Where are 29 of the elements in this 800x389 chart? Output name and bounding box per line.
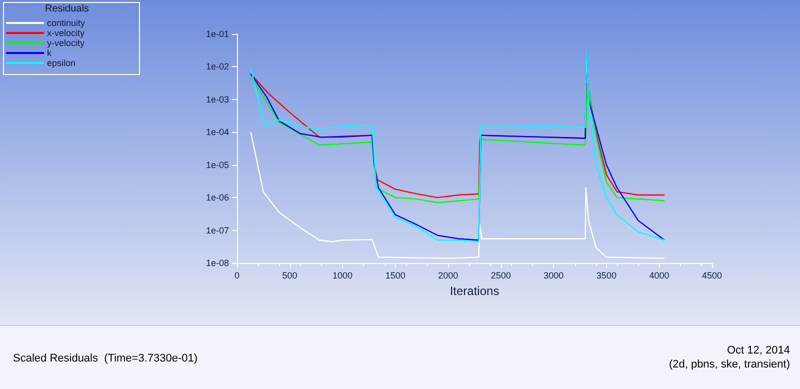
text: Oct 12, 2014: [727, 344, 790, 356]
line-series: [250, 132, 666, 259]
text: (2d, pbns, ske, transient): [668, 358, 790, 370]
x-axis-title: Iterations: [450, 284, 500, 298]
y-tick-label: 1e-01: [206, 29, 229, 39]
legend-label: epsilon: [47, 58, 76, 68]
y-tick-label: 1e-04: [206, 127, 229, 138]
legend-label: k: [47, 48, 52, 58]
x-tick-label: 3500: [596, 270, 616, 280]
y-tick-label: 1e-03: [206, 94, 229, 104]
y-tick-label: 1e-08: [206, 258, 229, 268]
x-tick-label: 1000: [332, 270, 353, 280]
y-tick-label: 1e-06: [206, 192, 229, 203]
legend-label: continuity: [47, 18, 86, 28]
legend-label: x-velocity: [47, 28, 86, 38]
y-tick-label: 1e-05: [206, 160, 229, 170]
x-tick-label: 500: [282, 270, 298, 280]
x-tick-label: 3000: [544, 270, 564, 280]
text: Scaled Residuals (Time=3.7330e-01): [13, 352, 198, 364]
x-tick-label: 4000: [649, 270, 670, 280]
x-tick-label: 2000: [438, 270, 458, 280]
x-tick-label: 1500: [385, 270, 406, 280]
x-tick-label: 2500: [490, 270, 511, 280]
x-tick-label: 0: [234, 270, 240, 280]
x-tick-label: 4500: [702, 270, 722, 280]
legend-title: Residuals: [45, 4, 89, 14]
y-tick-label: 1e-02: [206, 62, 229, 72]
legend-label: y-velocity: [47, 38, 86, 48]
y-tick-label: 1e-07: [206, 225, 229, 236]
